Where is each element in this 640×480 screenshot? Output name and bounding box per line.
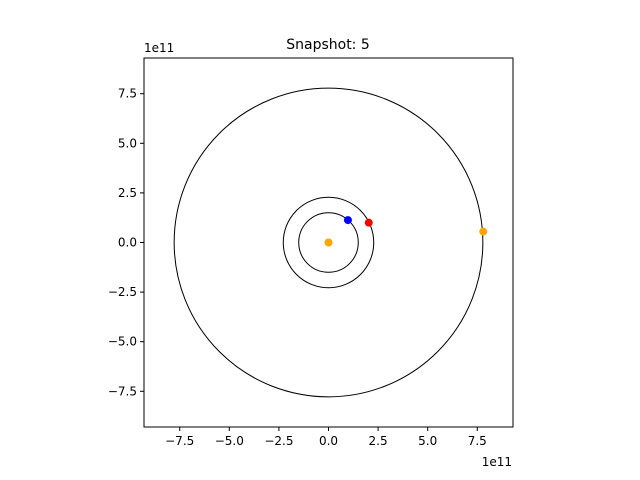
orbits-layer bbox=[173, 87, 484, 398]
x-axis-ticks: −7.5 −5.0 −2.5 0.0 2.5 5.0 7.5 bbox=[165, 427, 487, 448]
body-point-3 bbox=[364, 218, 373, 227]
y-tick-label: 5.0 bbox=[118, 136, 137, 150]
points-layer bbox=[324, 216, 488, 247]
x-axis-offset-label: 1e11 bbox=[482, 455, 512, 469]
chart-title: Snapshot: 5 bbox=[286, 37, 370, 53]
orbit-path-2 bbox=[282, 196, 375, 289]
x-tick-label: −5.0 bbox=[215, 434, 244, 448]
body-point-4 bbox=[479, 227, 488, 236]
x-tick-label: −2.5 bbox=[264, 434, 293, 448]
y-tick-label: −5.0 bbox=[108, 335, 137, 349]
body-point-1 bbox=[324, 238, 333, 247]
y-tick-label: −2.5 bbox=[108, 285, 137, 299]
x-tick-label: −7.5 bbox=[165, 434, 194, 448]
plot-area-frame bbox=[143, 57, 514, 428]
y-axis-offset-label: 1e11 bbox=[144, 41, 174, 55]
y-axis-ticks: −7.5 −5.0 −2.5 0.0 2.5 5.0 7.5 bbox=[108, 87, 144, 398]
x-tick-label: 5.0 bbox=[418, 434, 437, 448]
x-tick-label: 7.5 bbox=[468, 434, 487, 448]
orbit-path-3 bbox=[173, 87, 484, 398]
y-tick-label: 7.5 bbox=[118, 87, 137, 101]
y-tick-label: −7.5 bbox=[108, 384, 137, 398]
x-tick-label: 2.5 bbox=[369, 434, 388, 448]
y-tick-label: 2.5 bbox=[118, 186, 137, 200]
body-point-2 bbox=[343, 216, 352, 225]
x-tick-label: 0.0 bbox=[319, 434, 338, 448]
orbit-path-1 bbox=[298, 212, 359, 273]
y-tick-label: 0.0 bbox=[118, 236, 137, 250]
